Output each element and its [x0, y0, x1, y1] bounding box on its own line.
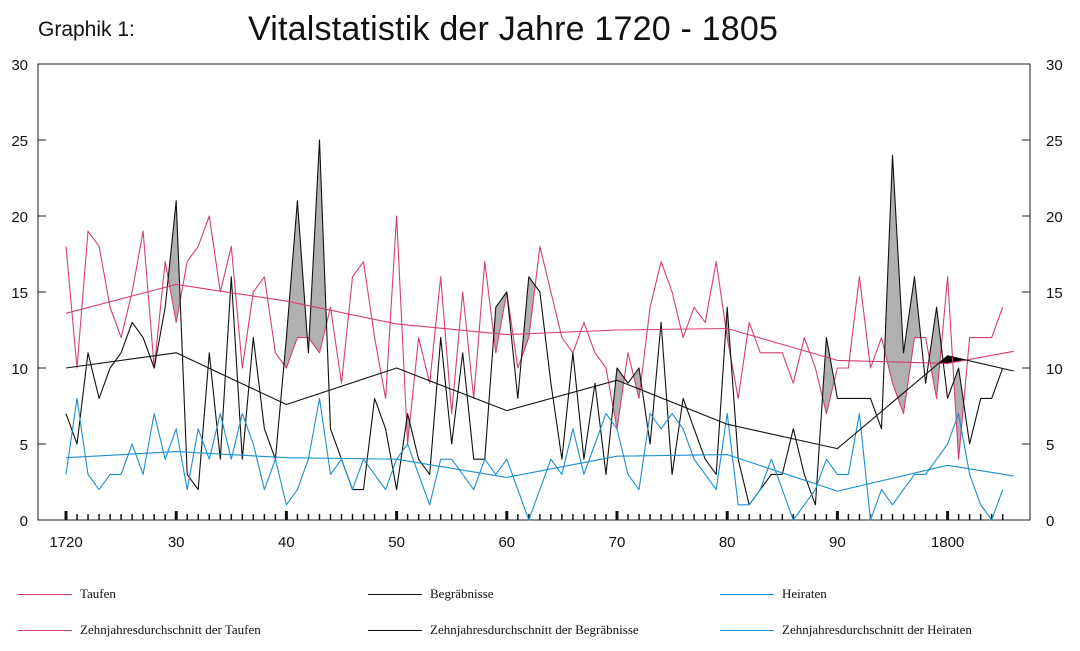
legend-label: Begräbnisse	[430, 586, 494, 601]
y-tick-label-right: 25	[1046, 133, 1063, 150]
series-layer	[65, 139, 1014, 521]
heiraten-line	[65, 397, 1004, 521]
legend-heiraten-average: Zehnjahresdurchschnitt der Heiraten	[720, 621, 972, 639]
y-tick-label-left: 5	[20, 437, 28, 454]
y-tick-label-right: 5	[1046, 437, 1054, 454]
x-tick-label: 30	[168, 534, 185, 551]
x-tick-label: 40	[278, 534, 295, 551]
y-tick-label-left: 0	[20, 513, 28, 530]
burials-exceed-baptisms-area	[521, 276, 536, 358]
legend-swatch	[18, 593, 72, 595]
axes-layer: 0 0 5 5 10 10 15 15 20 20 25 25 30 30 1720 30 40 50 60 70 80…	[11, 57, 1062, 551]
legend-swatch	[18, 629, 72, 631]
y-tick-label-right: 15	[1046, 285, 1063, 302]
burials-exceed-baptisms-area	[884, 155, 921, 414]
y-tick-label-left: 25	[11, 133, 28, 150]
legend-begraebnisse: Begräbnisse	[368, 585, 494, 603]
burials-exceed-baptisms-area	[633, 368, 642, 399]
x-tick-label: 70	[609, 534, 626, 551]
graph-number-label: Graphik 1:	[38, 18, 135, 41]
y-tick-label-right: 10	[1046, 361, 1063, 378]
legend-swatch	[368, 593, 422, 595]
legend-begraebnisse-average: Zehnjahresdurchschnitt der Begräbnisse	[368, 621, 639, 639]
legend-label: Taufen	[80, 586, 116, 601]
y-tick-label-left: 30	[11, 57, 28, 74]
legend-label: Zehnjahresdurchschnitt der Heiraten	[782, 622, 972, 637]
legend-taufen-average: Zehnjahresdurchschnitt der Taufen	[18, 621, 261, 639]
legend-label: Zehnjahresdurchschnitt der Taufen	[80, 622, 261, 637]
legend-label: Heiraten	[782, 586, 827, 601]
x-tick-label: 1800	[931, 534, 964, 551]
burials-exceed-baptisms-area	[309, 140, 327, 353]
begraebnisse-average-line	[65, 352, 1014, 450]
legend-swatch	[368, 629, 422, 631]
x-tick-label: 50	[388, 534, 405, 551]
x-tick-label: 80	[719, 534, 736, 551]
chart-title: Vitalstatistik der Jahre 1720 - 1805	[248, 10, 779, 48]
y-tick-label-right: 0	[1046, 513, 1054, 530]
burials-exceed-baptisms-area	[283, 200, 308, 368]
burials-exceed-baptisms-area	[929, 307, 942, 399]
heiraten-average-line	[65, 451, 1014, 492]
y-tick-label-right: 20	[1046, 209, 1063, 226]
legend-heiraten: Heiraten	[720, 585, 827, 603]
legend-label: Zehnjahresdurchschnitt der Begräbnisse	[430, 622, 639, 637]
legend-swatch	[720, 629, 774, 631]
y-tick-label-right: 30	[1046, 57, 1063, 74]
y-tick-label-left: 15	[11, 285, 28, 302]
begraebnisse-line	[65, 139, 1004, 506]
y-tick-label-left: 20	[11, 209, 28, 226]
x-tick-label: 90	[829, 534, 846, 551]
y-tick-label-left: 10	[11, 361, 28, 378]
x-tick-label: 1720	[49, 534, 82, 551]
taufen-line	[65, 215, 1004, 460]
taufen-average-line	[65, 283, 1014, 364]
x-tick-label: 60	[498, 534, 515, 551]
legend-taufen: Taufen	[18, 585, 116, 603]
legend-swatch	[720, 593, 774, 595]
